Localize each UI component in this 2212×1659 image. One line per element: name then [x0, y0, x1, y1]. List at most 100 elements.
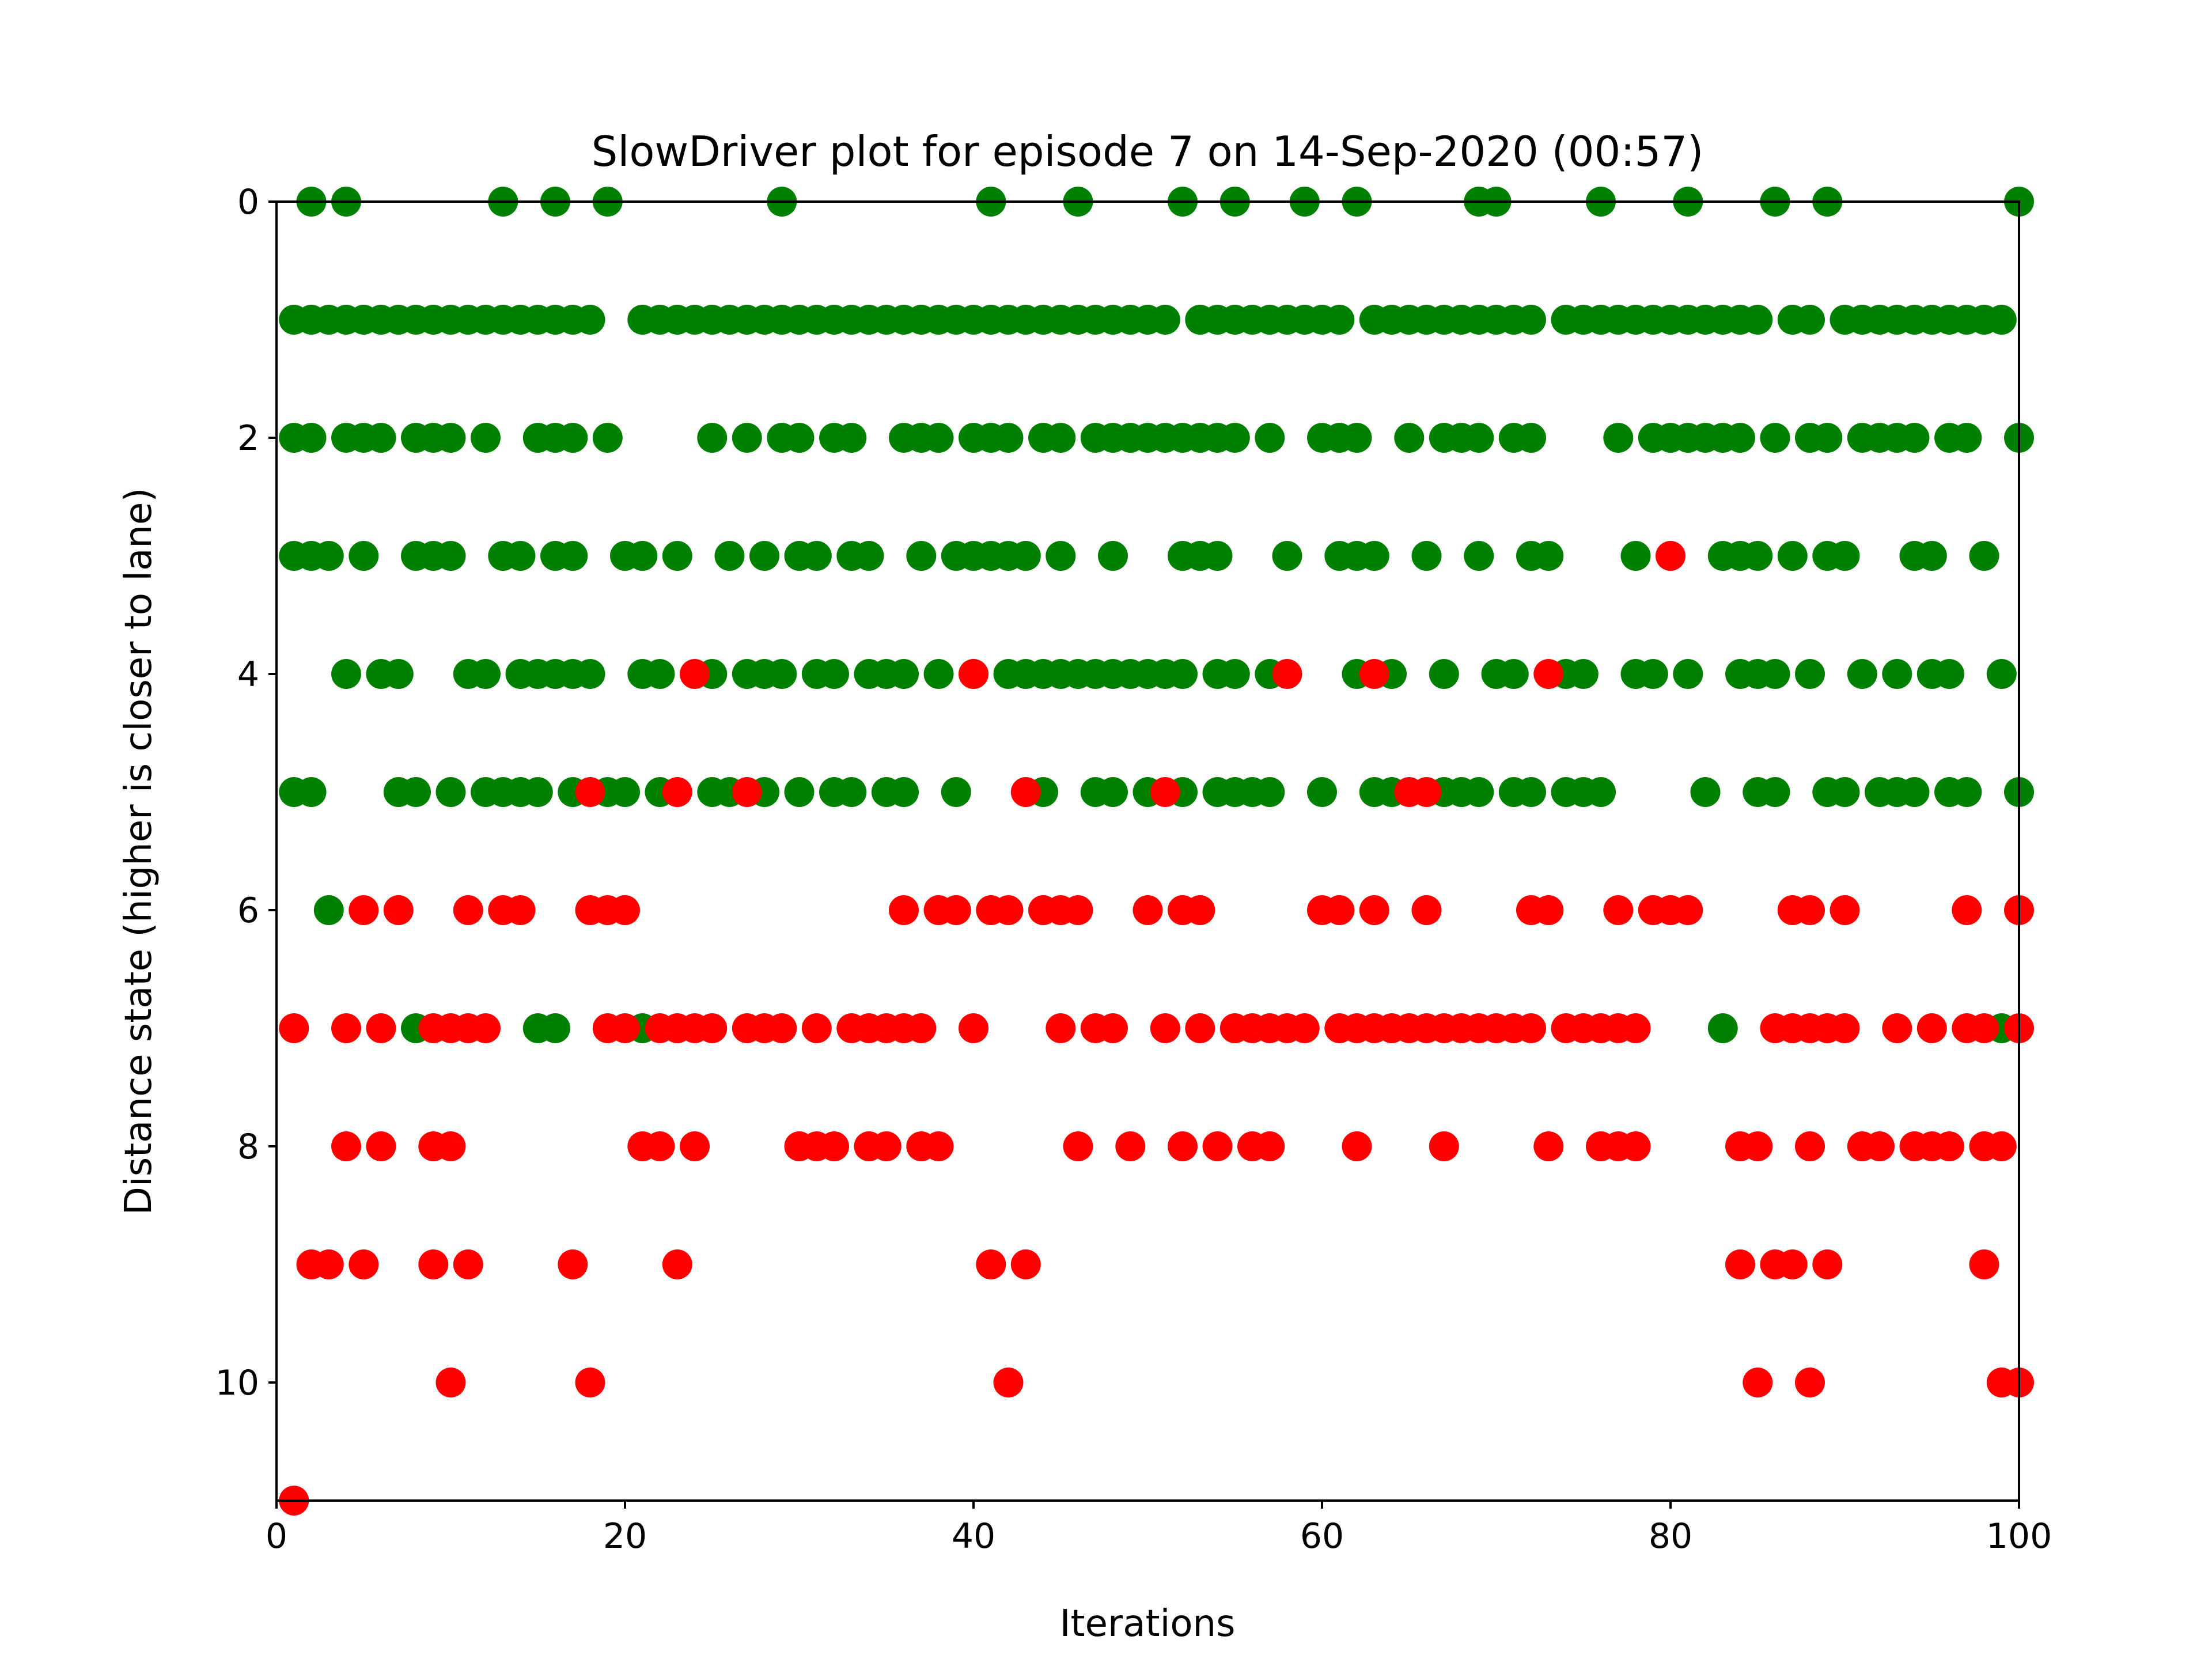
- data-point: [1760, 777, 1790, 807]
- data-point: [1010, 777, 1041, 807]
- x-tick-label: 40: [952, 1516, 995, 1556]
- data-point: [1063, 1131, 1093, 1161]
- data-point: [1952, 777, 1982, 807]
- data-point: [1046, 423, 1076, 453]
- data-point: [1760, 659, 1790, 689]
- data-point: [575, 305, 605, 335]
- data-point: [1185, 895, 1215, 925]
- data-point: [1464, 777, 1494, 807]
- data-point: [976, 1249, 1006, 1279]
- data-point: [1098, 777, 1128, 807]
- data-point: [1307, 777, 1337, 807]
- data-point: [1812, 1249, 1843, 1279]
- data-point: [1533, 895, 1564, 925]
- data-point: [1603, 895, 1634, 925]
- data-point: [1795, 895, 1825, 925]
- chart-title: SlowDriver plot for episode 7 on 14-Sep-…: [592, 127, 1704, 176]
- data-point: [1934, 1131, 1964, 1161]
- data-point: [1603, 423, 1634, 453]
- data-point: [1673, 895, 1703, 925]
- data-point: [697, 423, 728, 453]
- data-point: [610, 1013, 640, 1043]
- data-point: [313, 895, 344, 925]
- data-point: [558, 541, 588, 571]
- data-point: [453, 895, 483, 925]
- data-point: [1255, 1131, 1285, 1161]
- data-point: [1586, 777, 1616, 807]
- ticks-layer: 0 20 40 60 80 100 0 2 4 6 8 10: [215, 182, 2052, 1556]
- x-tick-label: 80: [1649, 1516, 1692, 1556]
- data-point: [1359, 895, 1389, 925]
- data-point: [1568, 659, 1599, 689]
- data-point: [1219, 423, 1250, 453]
- data-point: [1533, 659, 1564, 689]
- data-point: [923, 423, 954, 453]
- data-point: [1132, 895, 1163, 925]
- data-point: [471, 1013, 501, 1043]
- data-point: [1743, 1131, 1773, 1161]
- data-point: [1620, 1131, 1651, 1161]
- data-point: [522, 777, 553, 807]
- data-point: [575, 659, 605, 689]
- data-point: [1411, 895, 1442, 925]
- data-point: [610, 895, 640, 925]
- data-point: [505, 541, 536, 571]
- data-point: [1533, 541, 1564, 571]
- data-point: [1743, 305, 1773, 335]
- y-tick-label: 4: [237, 654, 259, 695]
- data-point: [662, 1249, 692, 1279]
- data-point: [1411, 777, 1442, 807]
- data-point: [296, 777, 327, 807]
- data-point: [1795, 1368, 1825, 1397]
- data-point: [1795, 305, 1825, 335]
- data-point: [1986, 305, 2017, 335]
- data-point: [836, 777, 867, 807]
- data-point: [1899, 777, 1930, 807]
- data-point: [1429, 659, 1459, 689]
- data-point: [575, 777, 605, 807]
- data-point: [1098, 1013, 1128, 1043]
- data-point: [1010, 1249, 1041, 1279]
- data-point: [1516, 423, 1546, 453]
- data-point: [627, 541, 658, 571]
- data-point: [435, 777, 466, 807]
- data-point: [471, 659, 501, 689]
- data-point: [366, 423, 396, 453]
- data-point: [349, 895, 379, 925]
- data-point: [296, 423, 327, 453]
- data-point: [1168, 659, 1198, 689]
- data-point: [1115, 1131, 1146, 1161]
- data-point: [366, 1131, 396, 1161]
- data-point: [1743, 541, 1773, 571]
- data-point: [1795, 659, 1825, 689]
- data-point: [1010, 541, 1041, 571]
- data-point: [401, 777, 431, 807]
- data-point: [1098, 541, 1128, 571]
- data-point: [941, 777, 971, 807]
- data-point: [610, 777, 640, 807]
- data-point: [1656, 541, 1685, 571]
- data-point: [959, 659, 988, 689]
- data-point: [784, 777, 815, 807]
- data-point: [993, 1368, 1024, 1397]
- data-point: [1150, 777, 1180, 807]
- data-point: [383, 659, 414, 689]
- data-point: [575, 1368, 605, 1397]
- data-point: [1916, 541, 1947, 571]
- data-point: [662, 777, 692, 807]
- data-point: [871, 1131, 902, 1161]
- data-point: [889, 895, 919, 925]
- data-point: [1272, 541, 1302, 571]
- data-point: [819, 1131, 849, 1161]
- data-point: [349, 1249, 379, 1279]
- data-point: [558, 1249, 588, 1279]
- data-point: [1795, 1131, 1825, 1161]
- data-point: [1516, 305, 1546, 335]
- data-point: [697, 1013, 728, 1043]
- data-point: [453, 1249, 483, 1279]
- data-point: [1830, 777, 1860, 807]
- data-point: [680, 659, 710, 689]
- data-point: [959, 1013, 988, 1043]
- data-point: [1150, 305, 1180, 335]
